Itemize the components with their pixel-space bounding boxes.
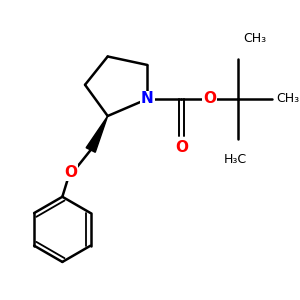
Text: O: O xyxy=(175,140,188,155)
Text: O: O xyxy=(64,165,77,180)
Polygon shape xyxy=(86,116,108,152)
Text: CH₃: CH₃ xyxy=(244,32,267,45)
Text: CH₃: CH₃ xyxy=(276,92,299,106)
Text: O: O xyxy=(203,92,216,106)
Text: N: N xyxy=(141,92,154,106)
Text: H₃C: H₃C xyxy=(224,153,247,166)
